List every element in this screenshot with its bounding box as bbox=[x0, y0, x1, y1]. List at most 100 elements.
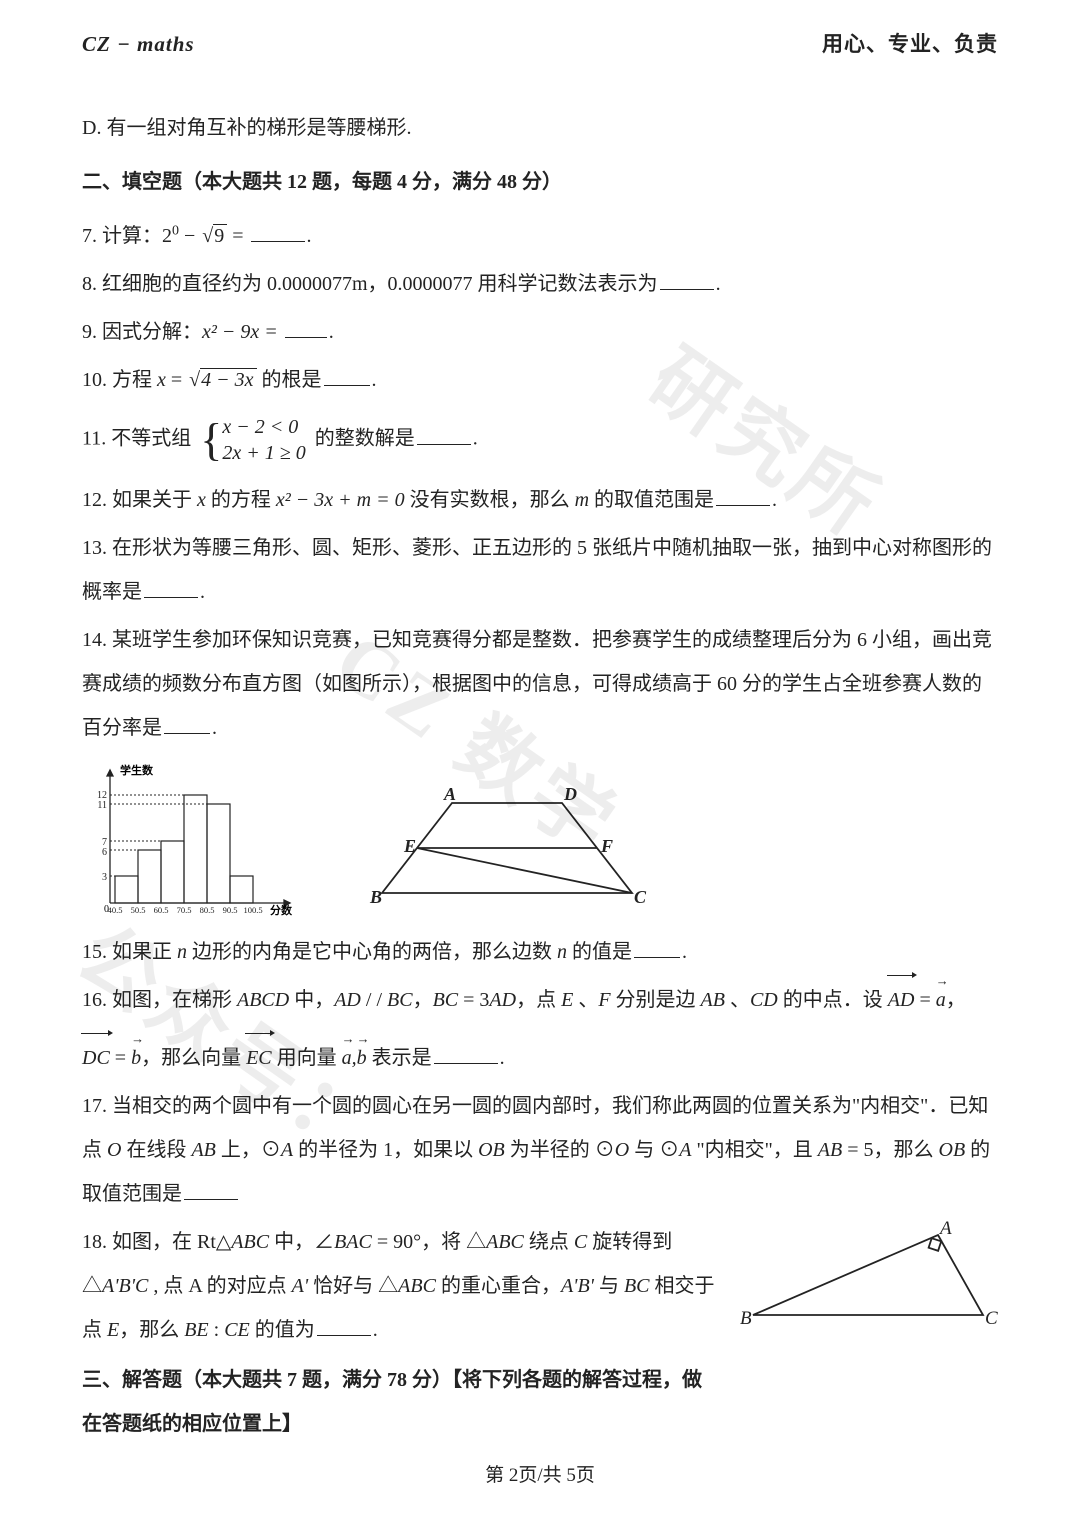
xtick: 100.5 bbox=[243, 905, 262, 915]
q15-a: 15. 如果正 bbox=[82, 941, 177, 963]
q7-sup: 0 bbox=[172, 223, 179, 238]
q18-abc: ABC bbox=[231, 1231, 269, 1253]
q16-va: a bbox=[936, 978, 946, 1022]
q18-d: 绕点 bbox=[524, 1231, 574, 1253]
q16-ff: F bbox=[598, 989, 610, 1011]
q16-c: ， bbox=[413, 989, 433, 1011]
q16-ad2: AD bbox=[489, 989, 516, 1011]
q10: 10. 方程 x = 4 − 3x 的根是. bbox=[82, 358, 998, 402]
q16-comma: ， bbox=[946, 989, 966, 1011]
label-e: E bbox=[403, 836, 416, 856]
header-left: CZ − maths bbox=[82, 32, 195, 57]
q12: 12. 如果关于 x 的方程 x² − 3x + m = 0 没有实数根，那么 … bbox=[82, 478, 998, 522]
q18-text: 18. 如图，在 Rt△ABC 中，∠BAC = 90°，将 △ABC 绕点 C… bbox=[82, 1220, 718, 1456]
q17-b: 在线段 bbox=[121, 1139, 191, 1161]
page-footer: 第 2页/共 5页 bbox=[0, 1460, 1080, 1487]
q16-i: 的中点．设 bbox=[778, 989, 888, 1011]
q11: 11. 不等式组 { x − 2 < 0 2x + 1 ≥ 0 的整数解是. bbox=[82, 414, 998, 466]
q17-d: 的半径为 1，如果以 bbox=[293, 1139, 478, 1161]
q16-eqb: = bbox=[110, 1047, 131, 1069]
q18-abc3: A'B'C bbox=[102, 1275, 148, 1297]
q18-apbp: A'B' bbox=[561, 1275, 594, 1297]
q11-system: { x − 2 < 0 2x + 1 ≥ 0 bbox=[200, 414, 305, 466]
q16-k: 用向量 bbox=[272, 1047, 342, 1069]
q11-brace: { bbox=[200, 417, 222, 463]
q12-c: 没有实数根，那么 bbox=[405, 489, 575, 511]
q16-b: 中， bbox=[289, 989, 334, 1011]
xtick: 90.5 bbox=[223, 905, 238, 915]
trapezoid-figure: A D E F B C bbox=[362, 788, 662, 918]
q11-a: 11. 不等式组 bbox=[82, 428, 191, 450]
q9-expr: x² − 9x = bbox=[202, 321, 283, 343]
tri-b: B bbox=[740, 1308, 752, 1329]
q17-ab: AB bbox=[191, 1139, 215, 1161]
q16-ad: AD bbox=[334, 989, 361, 1011]
q17-ob2: OB bbox=[939, 1139, 966, 1161]
q15-d: . bbox=[682, 941, 687, 963]
q17-f: 与 ⊙ bbox=[629, 1139, 679, 1161]
q17-o2: O bbox=[615, 1139, 629, 1161]
q16-m: . bbox=[500, 1047, 505, 1069]
q18-a: 18. 如图，在 Rt△ bbox=[82, 1231, 231, 1253]
q10-sqrt: 4 − 3x bbox=[187, 358, 256, 402]
q11-r2: 2x + 1 ≥ 0 bbox=[222, 440, 305, 466]
q16-vb: b bbox=[131, 1036, 141, 1080]
q18-f: , 点 A 的对应点 bbox=[148, 1275, 291, 1297]
label-c: C bbox=[634, 887, 647, 907]
q18-colon: : bbox=[209, 1319, 225, 1341]
q7-blank bbox=[251, 222, 305, 242]
q17-a3: A bbox=[679, 1139, 691, 1161]
q16-line2: DC = b，那么向量 EC 用向量 a,b 表示是. bbox=[82, 1036, 998, 1080]
q16-eq3: = 3 bbox=[458, 989, 489, 1011]
q15-blank bbox=[634, 938, 680, 958]
q15: 15. 如果正 n 边形的内角是它中心角的两倍，那么边数 n 的值是. bbox=[82, 930, 998, 974]
q18-h: 的重心重合， bbox=[436, 1275, 561, 1297]
q17-o: O bbox=[107, 1139, 121, 1161]
q16-ecv: EC bbox=[246, 1036, 272, 1080]
q8-dot: . bbox=[716, 273, 721, 295]
page-header: CZ − maths 用心、专业、负责 bbox=[82, 28, 998, 58]
label-d: D bbox=[563, 788, 577, 804]
q11-c: . bbox=[473, 428, 478, 450]
xtick: 40.5 bbox=[108, 905, 123, 915]
q12-b: 的方程 bbox=[206, 489, 276, 511]
q9-dot: . bbox=[329, 321, 334, 343]
q18-abc2: ABC bbox=[486, 1231, 524, 1253]
q17-c: 上，⊙ bbox=[216, 1139, 281, 1161]
q10-rad: 4 − 3x bbox=[200, 368, 256, 391]
q14-a: 14. 某班学生参加环保知识竞赛，已知竞赛得分都是整数．把参赛学生的成绩整理后分… bbox=[82, 629, 992, 739]
q16-g: 分别是边 bbox=[611, 989, 701, 1011]
q12-a: 12. 如果关于 bbox=[82, 489, 197, 511]
y-axis-label: 学生数 bbox=[120, 763, 154, 777]
section-2-title: 二、填空题（本大题共 12 题，每题 4 分，满分 48 分） bbox=[82, 160, 998, 204]
q10-blank bbox=[324, 366, 370, 386]
q10-c: 的根是 bbox=[257, 369, 322, 391]
q7-eq: = bbox=[227, 225, 248, 247]
q10-eq: = bbox=[166, 369, 187, 391]
q13: 13. 在形状为等腰三角形、圆、矩形、菱形、正五边形的 5 张纸片中随机抽取一张… bbox=[82, 526, 998, 614]
histogram-figure: 12 11 7 6 3 0 40.5 50.5 60.5 70.5 80.5 9… bbox=[82, 758, 302, 918]
q15-n2: n bbox=[557, 941, 567, 963]
q18-bac: BAC bbox=[334, 1231, 372, 1253]
q12-blank bbox=[716, 486, 770, 506]
q12-m: m bbox=[575, 489, 589, 511]
q7-sqrt: 9 bbox=[200, 214, 227, 258]
xtick: 80.5 bbox=[200, 905, 215, 915]
q16-bc: BC bbox=[387, 989, 413, 1011]
q11-rows: x − 2 < 0 2x + 1 ≥ 0 bbox=[222, 414, 305, 466]
q16-dcv: DC bbox=[82, 1036, 110, 1080]
q18-l: 的值为 bbox=[250, 1319, 315, 1341]
q16-l: 表示是 bbox=[367, 1047, 432, 1069]
ytick: 3 bbox=[102, 872, 107, 883]
q17-blank bbox=[184, 1180, 238, 1200]
q17: 17. 当相交的两个圆中有一个圆的圆心在另一圆的圆内部时，我们称此两圆的位置关系… bbox=[82, 1084, 998, 1216]
q17-h: = 5，那么 bbox=[842, 1139, 938, 1161]
q16-line1: 16. 如图，在梯形 ABCD 中，AD / / BC，BC = 3AD，点 E… bbox=[82, 978, 998, 1022]
x-axis-label: 分数 bbox=[270, 903, 293, 917]
q18-k: ，那么 bbox=[119, 1319, 184, 1341]
q18-i: 与 bbox=[594, 1275, 624, 1297]
q7-sqrt-inner: 9 bbox=[213, 224, 227, 247]
q17-e: 为半径的 ⊙ bbox=[505, 1139, 615, 1161]
q18-ap: A' bbox=[292, 1275, 309, 1297]
q11-b: 的整数解是 bbox=[315, 428, 415, 450]
